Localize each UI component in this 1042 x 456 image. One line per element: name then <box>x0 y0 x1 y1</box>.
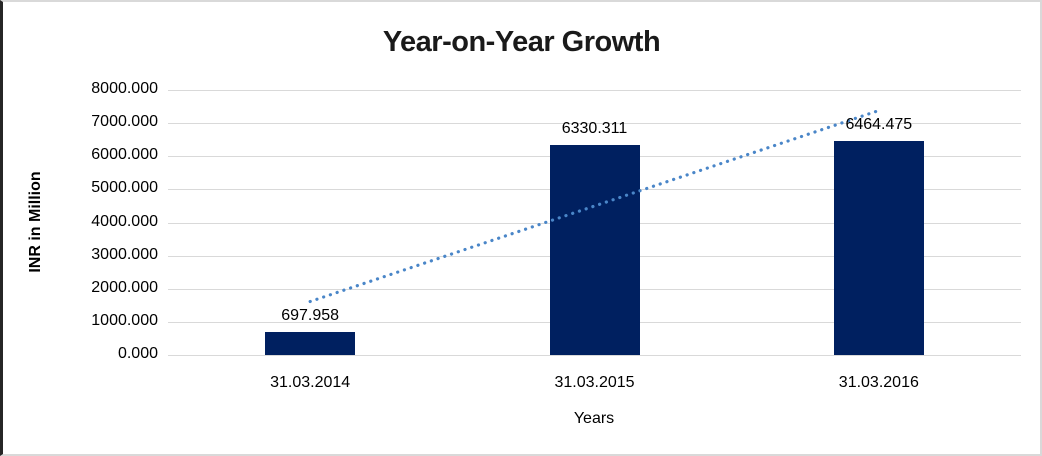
y-tick-label: 7000.000 <box>91 113 158 131</box>
y-tick-label: 8000.000 <box>91 80 158 97</box>
x-tick-label: 31.03.2016 <box>838 374 919 391</box>
y-tick-label: 3000.000 <box>91 245 158 263</box>
y-tick-label: 1000.000 <box>91 311 158 329</box>
bar-value-label: 6330.311 <box>561 120 628 138</box>
y-tick-label: 5000.000 <box>91 179 158 197</box>
gridline <box>168 355 1021 356</box>
y-tick-label: 2000.000 <box>91 278 158 296</box>
chart-title: Year-on-Year Growth <box>382 26 661 58</box>
bar-31.03.2015 <box>549 145 640 355</box>
gridline <box>168 90 1021 91</box>
bar-value-label: 6464.475 <box>845 115 913 133</box>
y-tick-label: 6000.000 <box>91 146 158 164</box>
x-axis-title: Years <box>573 410 615 427</box>
y-tick-label: 4000.000 <box>91 212 158 230</box>
x-tick-label: 31.03.2014 <box>270 374 351 391</box>
bar-value-label: 697.958 <box>281 306 340 324</box>
y-tick-label: 0.000 <box>117 345 158 362</box>
bar-31.03.2014 <box>265 331 356 355</box>
x-tick-label: 31.03.2015 <box>554 374 635 391</box>
bar-31.03.2016 <box>833 140 924 355</box>
